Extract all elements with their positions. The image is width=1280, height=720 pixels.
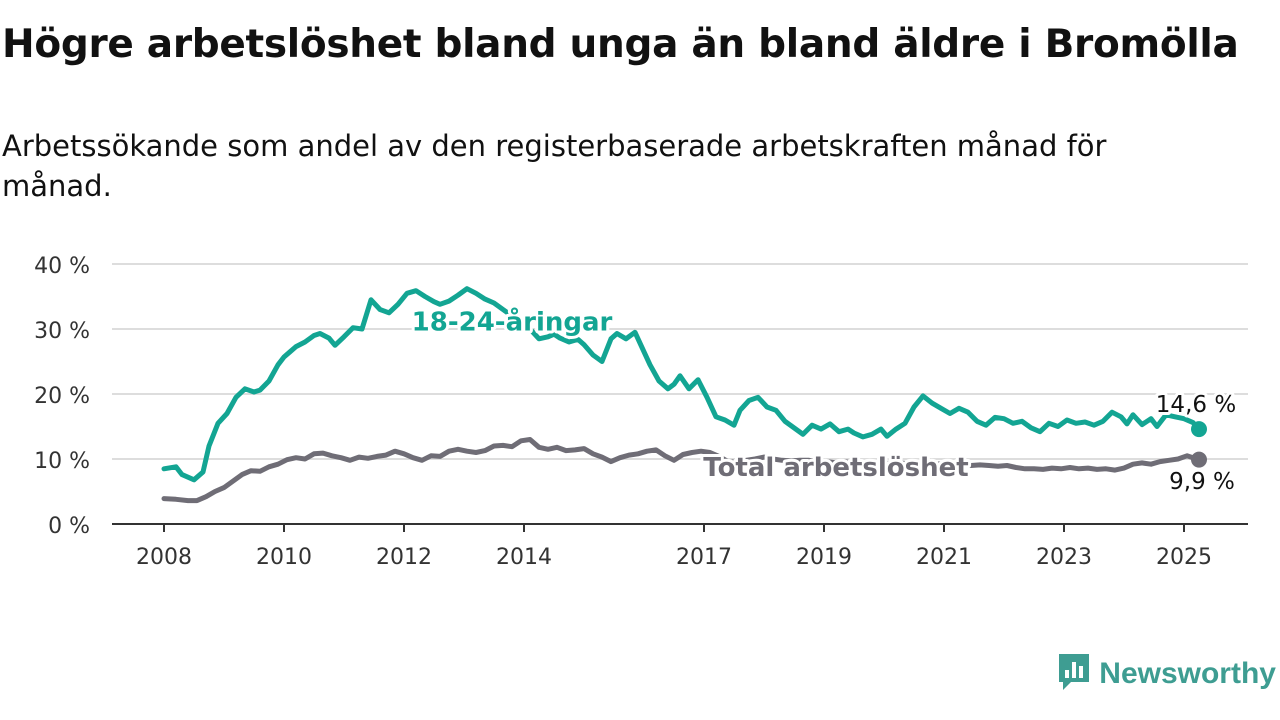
y-tick-label: 10 %: [34, 449, 90, 474]
x-tick-label: 2019: [796, 545, 852, 570]
y-tick-label: 20 %: [34, 384, 90, 409]
total-end-value: 9,9 %: [1169, 469, 1235, 495]
x-axis: 2008 2010 2012 2014 2017 2019 2021 2023 2025: [112, 523, 1248, 570]
line-chart: 0 % 10 % 20 % 30 % 40 % 2008 2010 2012 2014 2017…: [34, 254, 1248, 570]
y-tick-label: 30 %: [34, 319, 90, 344]
chart-subtitle: Arbetssökande som andel av den registerb…: [2, 129, 1107, 203]
y-tick-label: 0 %: [48, 514, 90, 539]
newsworthy-logo-icon: [1057, 652, 1091, 696]
x-tick-label: 2008: [136, 545, 192, 570]
youth-end-point: [1191, 421, 1207, 438]
x-tick-label: 2010: [256, 545, 312, 570]
total-end-point: [1191, 451, 1207, 468]
youth-series-name: 18-24-åringar: [412, 305, 613, 337]
total-series-name: Total arbetslöshet: [703, 453, 968, 483]
brand-name: Newsworthy: [1099, 657, 1276, 690]
chart-title: Högre arbetslöshet bland unga än bland ä…: [2, 22, 1239, 67]
y-axis: 0 % 10 % 20 % 30 % 40 %: [34, 254, 90, 539]
x-tick-label: 2023: [1036, 545, 1092, 570]
x-tick-label: 2017: [676, 545, 732, 570]
y-tick-label: 40 %: [34, 254, 90, 279]
total-series-line: [161, 437, 1202, 504]
brand-logo: Newsworthy: [1057, 652, 1276, 696]
youth-end-value: 14,6 %: [1156, 392, 1236, 418]
x-tick-label: 2021: [916, 545, 972, 570]
x-tick-label: 2025: [1156, 545, 1212, 570]
series-lines: [161, 286, 1207, 504]
series-labels: 18-24-åringar Total arbetslöshet 14,6 % 9,9…: [409, 302, 1240, 498]
x-tick-label: 2012: [376, 545, 432, 570]
youth-series-line: [161, 286, 1202, 483]
x-tick-label: 2014: [496, 545, 552, 570]
